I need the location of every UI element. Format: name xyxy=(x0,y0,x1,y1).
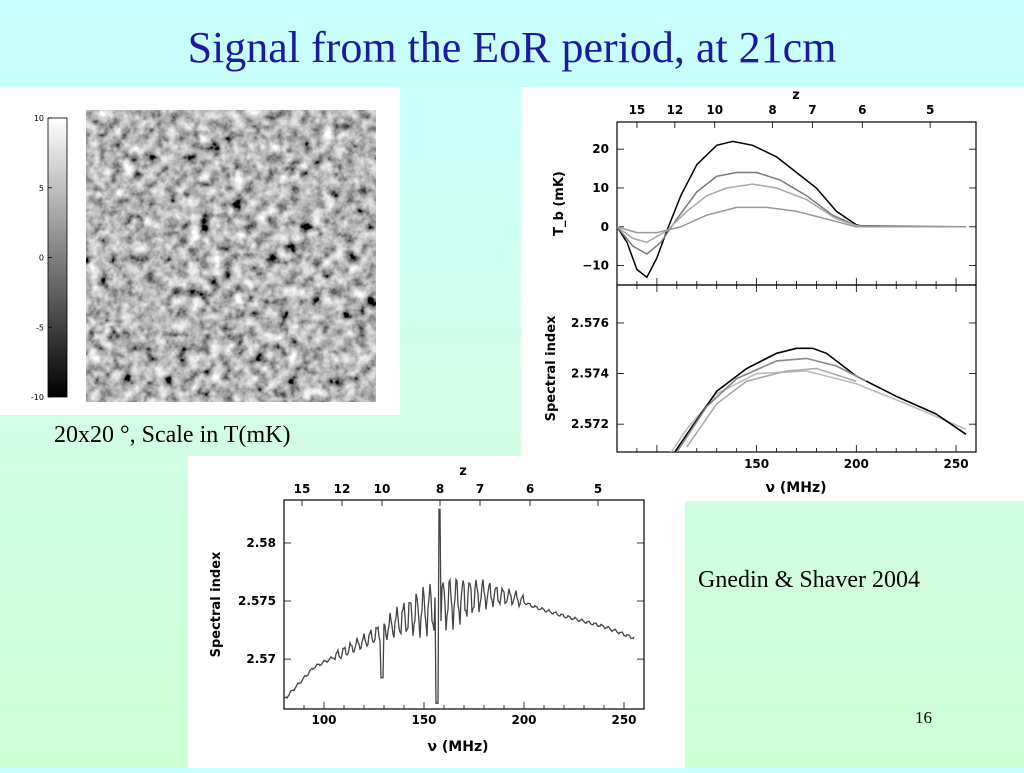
y-tick-label: 2.575 xyxy=(238,594,276,608)
z-tick-label: 7 xyxy=(808,103,816,117)
index-plot-frame xyxy=(616,284,977,453)
y-tick-label: 2.57 xyxy=(246,652,276,666)
map-caption: 20x20 °, Scale in T(mK) xyxy=(54,422,291,448)
oscillation-series xyxy=(284,508,635,704)
index-y-tick-label: 2.572 xyxy=(571,417,609,431)
index-y-tick-label: 2.574 xyxy=(571,367,609,381)
tb-y-axis-label: T_b (mK) xyxy=(552,171,567,236)
tb-series-line xyxy=(617,206,966,234)
colorbar-ticks: 10 5 0 -5 -10 xyxy=(31,114,52,402)
index-y-tick-label: 2.576 xyxy=(571,316,609,330)
colorbar-tick-label: -5 xyxy=(36,323,44,332)
x-tick-label: 150 xyxy=(744,457,769,471)
spectral-index-chart: 100 150 200 250 ν (MHz) 15 12 10 8 7 6 5 z 2.58 2.575 2… xyxy=(209,464,645,755)
oscillation-plot-frame xyxy=(283,499,645,710)
tb-series xyxy=(617,140,967,279)
y-tick-label: 2.58 xyxy=(246,536,276,550)
z-tick-label: 12 xyxy=(334,482,351,496)
z-tick-label: 8 xyxy=(436,482,444,496)
citation: Gnedin & Shaver 2004 xyxy=(698,567,920,593)
colorbar-tick-label: 10 xyxy=(34,114,44,123)
index-series xyxy=(670,347,967,452)
x-tick-label: 200 xyxy=(844,457,869,471)
index-series-line xyxy=(686,367,857,448)
z-tick-label: 6 xyxy=(858,103,866,117)
brightness-and-index-chart: 15 12 10 8 7 6 5 z 20 10 0 −10 T_b (mK) 2.576 2.574 2.5… xyxy=(544,88,977,496)
x-tick-label: 200 xyxy=(511,713,536,727)
z-tick-label: 10 xyxy=(706,103,723,117)
x-axis-label: ν (MHz) xyxy=(765,480,826,496)
x-tick-label: 250 xyxy=(611,713,636,727)
page-number: 16 xyxy=(915,708,932,727)
z-tick-label: 7 xyxy=(476,482,484,496)
tb-series-line xyxy=(617,171,967,255)
z-tick-label: 5 xyxy=(926,103,934,117)
z-tick-label: 8 xyxy=(768,103,776,117)
x-tick-label: 150 xyxy=(411,713,436,727)
z-tick-label: 15 xyxy=(294,482,311,496)
tb-y-tick-label: −10 xyxy=(582,259,609,273)
colorbar-tick-label: -10 xyxy=(31,393,44,402)
z-tick-label: 10 xyxy=(374,482,391,496)
colorbar-tick-label: 5 xyxy=(39,184,44,193)
z-tick-label: 5 xyxy=(594,482,602,496)
tb-y-tick-label: 20 xyxy=(592,142,609,156)
x-tick-label: 250 xyxy=(944,457,969,471)
z-tick-label: 15 xyxy=(629,103,646,117)
temperature-map-image xyxy=(86,110,376,402)
index-series-line xyxy=(673,347,967,452)
tb-series-line xyxy=(617,183,966,244)
spectral-index-line xyxy=(284,508,635,704)
slide-title: Signal from the EoR period, at 21cm xyxy=(187,23,837,72)
z-tick-label: 12 xyxy=(666,103,683,117)
y-axis-label: Spectral index xyxy=(209,551,224,657)
index-y-axis-label: Spectral index xyxy=(544,315,559,421)
z-tick-label: 6 xyxy=(526,482,534,496)
temperature-map-panel: 10 5 0 -5 -10 xyxy=(0,87,400,415)
z-axis-label: z xyxy=(792,88,800,103)
tb-plot-frame xyxy=(616,121,977,286)
x-tick-label: 100 xyxy=(311,713,336,727)
spectral-index-panel: 100 150 200 250 ν (MHz) 15 12 10 8 7 6 5 z 2.58 2.575 2… xyxy=(188,456,685,768)
tb-series-line xyxy=(617,140,966,279)
brightness-temperature-panel: 15 12 10 8 7 6 5 z 20 10 0 −10 T_b (mK) 2.576 2.574 2.5… xyxy=(521,87,1024,501)
x-axis-label: ν (MHz) xyxy=(427,739,488,755)
tb-y-tick-label: 10 xyxy=(592,181,609,195)
index-series-line xyxy=(676,357,867,452)
colorbar-tick-label: 0 xyxy=(39,254,44,263)
z-axis-label: z xyxy=(459,464,467,479)
tb-y-tick-label: 0 xyxy=(601,220,609,234)
temperature-map-chart: 10 5 0 -5 -10 xyxy=(31,110,376,402)
